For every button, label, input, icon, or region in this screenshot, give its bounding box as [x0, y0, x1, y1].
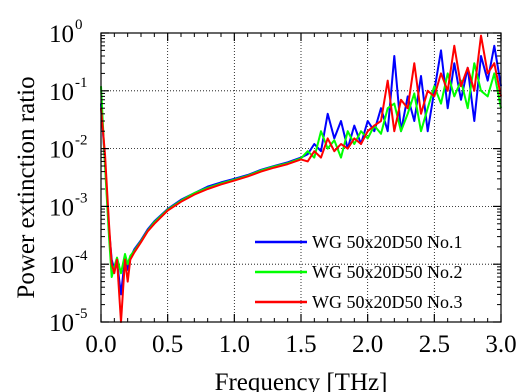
y-tick-exponent: 0: [75, 17, 83, 33]
y-tick-base: 10: [49, 310, 74, 337]
x-axis-title: Frequency [THz]: [215, 369, 388, 392]
y-axis-title: Power extinction ratio: [13, 76, 40, 298]
y-tick-base: 10: [49, 252, 74, 279]
series-group: [100, 34, 502, 323]
y-tick-label: 10 -4: [49, 248, 88, 279]
series-line-3: [100, 34, 502, 323]
series-line-2: [100, 62, 502, 278]
y-tick-label: 10 0: [49, 17, 83, 48]
x-tick-labels: 0.0 0.5 1.0 1.5 2.0 2.5 3.0: [85, 331, 516, 358]
y-tick-exponent: -3: [75, 190, 88, 206]
y-tick-base: 10: [49, 21, 74, 48]
y-tick-exponent: -1: [75, 75, 88, 91]
y-tick-base: 10: [49, 79, 74, 106]
grid: [101, 33, 501, 322]
legend-label: WG 50x20D50 No.2: [312, 262, 463, 282]
x-tick-label: 0.5: [152, 331, 183, 358]
x-tick-label: 3.0: [485, 331, 516, 358]
legend-item-3: WG 50x20D50 No.3: [255, 292, 463, 312]
y-tick-base: 10: [49, 194, 74, 221]
y-tick-label: 10 -1: [49, 75, 88, 106]
y-tick-exponent: -2: [75, 133, 88, 149]
legend: WG 50x20D50 No.1 WG 50x20D50 No.2 WG 50x20…: [255, 232, 463, 312]
x-tick-label: 0.0: [85, 331, 116, 358]
x-tick-label: 2.0: [352, 331, 383, 358]
y-tick-label: 10 -2: [49, 133, 88, 164]
y-tick-exponent: -4: [75, 248, 88, 264]
legend-label: WG 50x20D50 No.3: [312, 292, 463, 312]
series-line-1: [100, 44, 502, 296]
legend-item-1: WG 50x20D50 No.1: [255, 232, 463, 252]
legend-label: WG 50x20D50 No.1: [312, 232, 463, 252]
axis-ticks: [100, 32, 502, 323]
x-tick-label: 1.5: [285, 331, 316, 358]
y-tick-label: 10 -3: [49, 190, 88, 221]
x-tick-label: 2.5: [419, 331, 450, 358]
legend-item-2: WG 50x20D50 No.2: [255, 262, 463, 282]
x-tick-label: 1.0: [219, 331, 250, 358]
y-tick-label: 10 -5: [49, 306, 88, 337]
y-tick-base: 10: [49, 137, 74, 164]
y-tick-exponent: -5: [75, 306, 88, 322]
